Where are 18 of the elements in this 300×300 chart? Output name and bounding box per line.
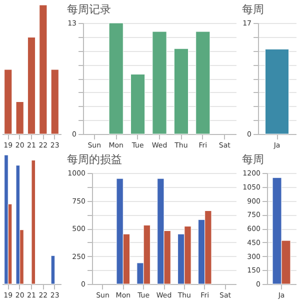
chart-title: 每周记录 (67, 3, 112, 16)
bar (27, 37, 36, 134)
bar (196, 31, 210, 134)
bar (50, 69, 59, 134)
bar (4, 69, 12, 134)
bar (31, 160, 36, 284)
bar (16, 102, 24, 134)
bar (16, 165, 20, 284)
bar (4, 154, 8, 284)
bar (174, 48, 189, 134)
chart-title: 每周的损益 (67, 153, 122, 166)
bar (108, 22, 124, 134)
bar (50, 255, 56, 284)
bar (152, 31, 167, 134)
bar (130, 74, 146, 134)
chart-title: 每周 (242, 153, 264, 166)
chart-title: 每周 (242, 3, 264, 16)
bar (39, 4, 48, 134)
